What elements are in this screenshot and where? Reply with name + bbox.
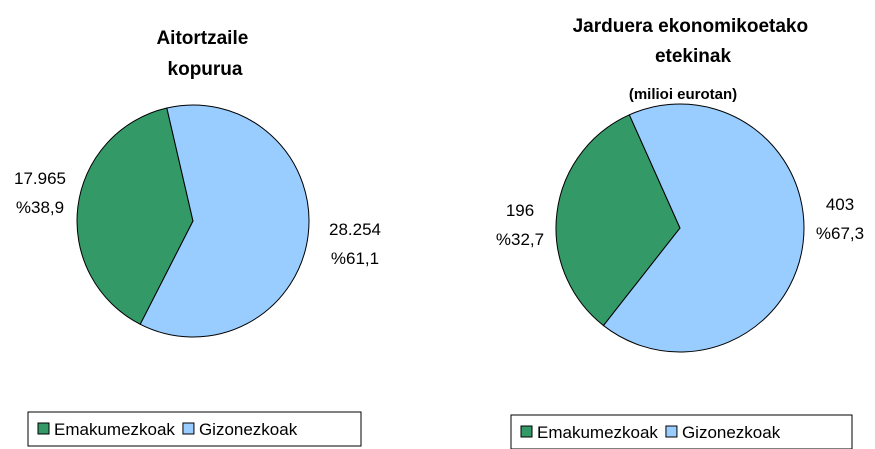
pie-slice <box>139 104 310 338</box>
value-label: 403 <box>826 195 854 214</box>
legend-label: Emakumezkoak <box>54 420 175 439</box>
pie-slice <box>555 114 681 327</box>
legend-label: Gizonezkoak <box>199 420 298 439</box>
chart-subtitle: (milioi eurotan) <box>629 86 737 103</box>
percentage-label: %67,3 <box>816 224 864 243</box>
legend-box <box>510 414 853 449</box>
legend-swatch <box>37 422 50 435</box>
chart-title: Aitortzaile kopurua <box>156 28 253 80</box>
value-label: 196 <box>506 201 534 220</box>
value-label: 17.965 <box>14 169 66 188</box>
percentage-label: %32,7 <box>496 230 544 249</box>
legend-swatch <box>520 425 533 438</box>
legend-label: Gizonezkoak <box>682 423 781 442</box>
legend-swatch <box>665 425 678 438</box>
legend-box <box>27 411 362 447</box>
percentage-label: %38,9 <box>16 198 64 217</box>
legend-swatch <box>182 422 195 435</box>
pie-slice <box>76 107 194 325</box>
legend-label: Emakumezkoak <box>537 423 658 442</box>
pie-slice <box>602 103 805 353</box>
chart-title: Jarduera ekonomikoetako etekinak <box>573 16 814 67</box>
value-label: 28.254 <box>329 220 381 239</box>
percentage-label: %61,1 <box>331 249 379 268</box>
